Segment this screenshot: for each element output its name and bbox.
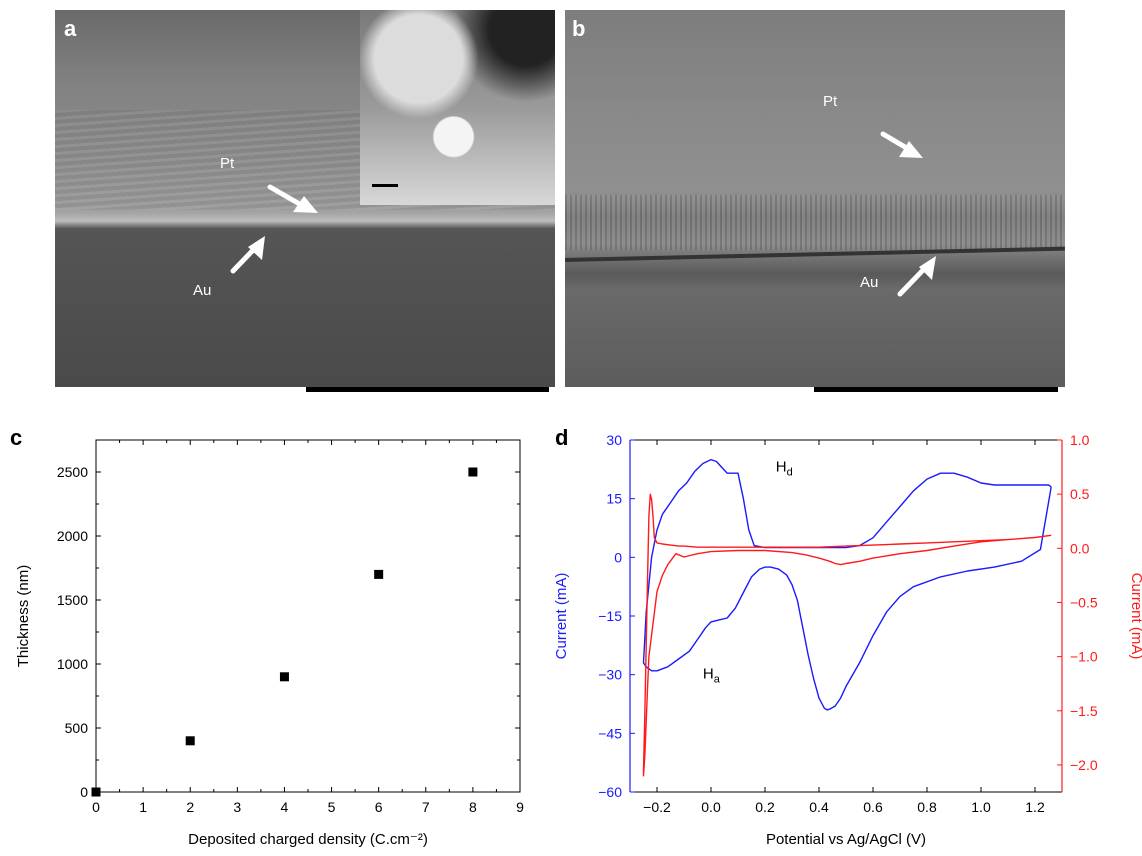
arrow-pt-a bbox=[267, 184, 306, 209]
y-axis-label-right-d: Current (mA) bbox=[1128, 573, 1142, 660]
pt-label-a: Pt bbox=[220, 155, 235, 172]
x-tick-label-c: 5 bbox=[328, 799, 336, 815]
tem-inset bbox=[360, 10, 555, 205]
y-tick-label-right-d: −2.0 bbox=[1070, 757, 1098, 773]
x-tick-label-c: 3 bbox=[233, 799, 241, 815]
y-tick-label-right-d: 0.5 bbox=[1070, 486, 1090, 502]
y-tick-label-c: 2500 bbox=[57, 464, 88, 480]
y-tick-label-c: 0 bbox=[80, 784, 88, 800]
panel-label-a: a bbox=[64, 16, 77, 41]
y-tick-label-right-d: −0.5 bbox=[1070, 594, 1098, 610]
scalebar-b bbox=[814, 387, 1058, 392]
x-tick-label-c: 1 bbox=[139, 799, 147, 815]
x-tick-label-c: 2 bbox=[186, 799, 194, 815]
y-tick-label-left-d: −15 bbox=[598, 608, 622, 624]
y-tick-label-right-d: 0.0 bbox=[1070, 540, 1090, 556]
y-tick-label-right-d: −1.0 bbox=[1070, 649, 1098, 665]
x-tick-label-c: 7 bbox=[422, 799, 430, 815]
annotation-ha: Ha bbox=[703, 666, 721, 686]
y-tick-label-left-d: −30 bbox=[598, 667, 622, 683]
arrowhead-pt-a bbox=[293, 196, 318, 213]
x-tick-label-d: −0.2 bbox=[643, 799, 671, 815]
panel-label-d: d bbox=[555, 425, 569, 450]
x-tick-label-c: 0 bbox=[92, 799, 100, 815]
y-axis-label-left-d: Current (mA) bbox=[553, 573, 570, 660]
y-tick-label-left-d: 0 bbox=[614, 549, 622, 565]
y-tick-label-left-d: 30 bbox=[606, 432, 622, 448]
cv-curve-blue bbox=[642, 458, 1052, 711]
arrowhead-au-a bbox=[248, 236, 265, 260]
data-point-c bbox=[468, 467, 478, 477]
x-axis-label-c: Deposited charged density (C.cm⁻²) bbox=[188, 831, 428, 848]
arrowhead-pt-b bbox=[899, 141, 923, 158]
sem-image-b bbox=[565, 10, 1065, 387]
annotation-hd: Hd bbox=[776, 458, 793, 478]
x-tick-label-c: 9 bbox=[516, 799, 524, 815]
x-tick-label-d: 0.8 bbox=[917, 799, 937, 815]
y-tick-label-right-d: −1.5 bbox=[1070, 703, 1098, 719]
arrowhead-au-b bbox=[919, 256, 936, 280]
y-tick-label-left-d: −60 bbox=[598, 784, 622, 800]
y-tick-label-c: 1500 bbox=[57, 592, 88, 608]
cv-curve-red bbox=[642, 493, 1052, 777]
data-point-c bbox=[185, 736, 195, 746]
x-tick-label-c: 8 bbox=[469, 799, 477, 815]
y-axis-label-c: Thickness (nm) bbox=[15, 565, 32, 668]
data-point-c bbox=[279, 672, 289, 682]
x-tick-label-d: 1.0 bbox=[971, 799, 991, 815]
y-tick-label-left-d: −45 bbox=[598, 725, 622, 741]
panel-label-c: c bbox=[10, 425, 23, 450]
pt-label-b: Pt bbox=[823, 93, 838, 110]
au-label-a: Au bbox=[193, 282, 212, 299]
x-tick-label-c: 4 bbox=[281, 799, 289, 815]
x-tick-label-c: 6 bbox=[375, 799, 383, 815]
data-point-c bbox=[91, 787, 101, 797]
x-tick-label-d: 0.0 bbox=[701, 799, 721, 815]
inset-scalebar bbox=[372, 184, 398, 187]
y-tick-label-c: 500 bbox=[65, 720, 89, 736]
x-tick-label-d: 0.4 bbox=[809, 799, 829, 815]
y-tick-label-c: 1000 bbox=[57, 656, 88, 672]
x-tick-label-d: 0.6 bbox=[863, 799, 883, 815]
au-label-b: Au bbox=[860, 274, 879, 291]
y-tick-label-right-d: 1.0 bbox=[1070, 432, 1090, 448]
sem-porous-layer bbox=[565, 195, 1065, 250]
y-tick-label-left-d: 15 bbox=[606, 491, 622, 507]
y-tick-label-c: 2000 bbox=[57, 528, 88, 544]
data-point-c bbox=[374, 569, 384, 579]
x-tick-label-d: 1.2 bbox=[1025, 799, 1045, 815]
sem-image-a bbox=[55, 10, 555, 387]
panel-label-b: b bbox=[572, 16, 586, 41]
scalebar-a bbox=[306, 387, 549, 392]
arrow-au-b bbox=[897, 263, 930, 297]
x-axis-label-d: Potential vs Ag/AgCl (V) bbox=[766, 831, 926, 848]
x-tick-label-d: 0.2 bbox=[755, 799, 775, 815]
